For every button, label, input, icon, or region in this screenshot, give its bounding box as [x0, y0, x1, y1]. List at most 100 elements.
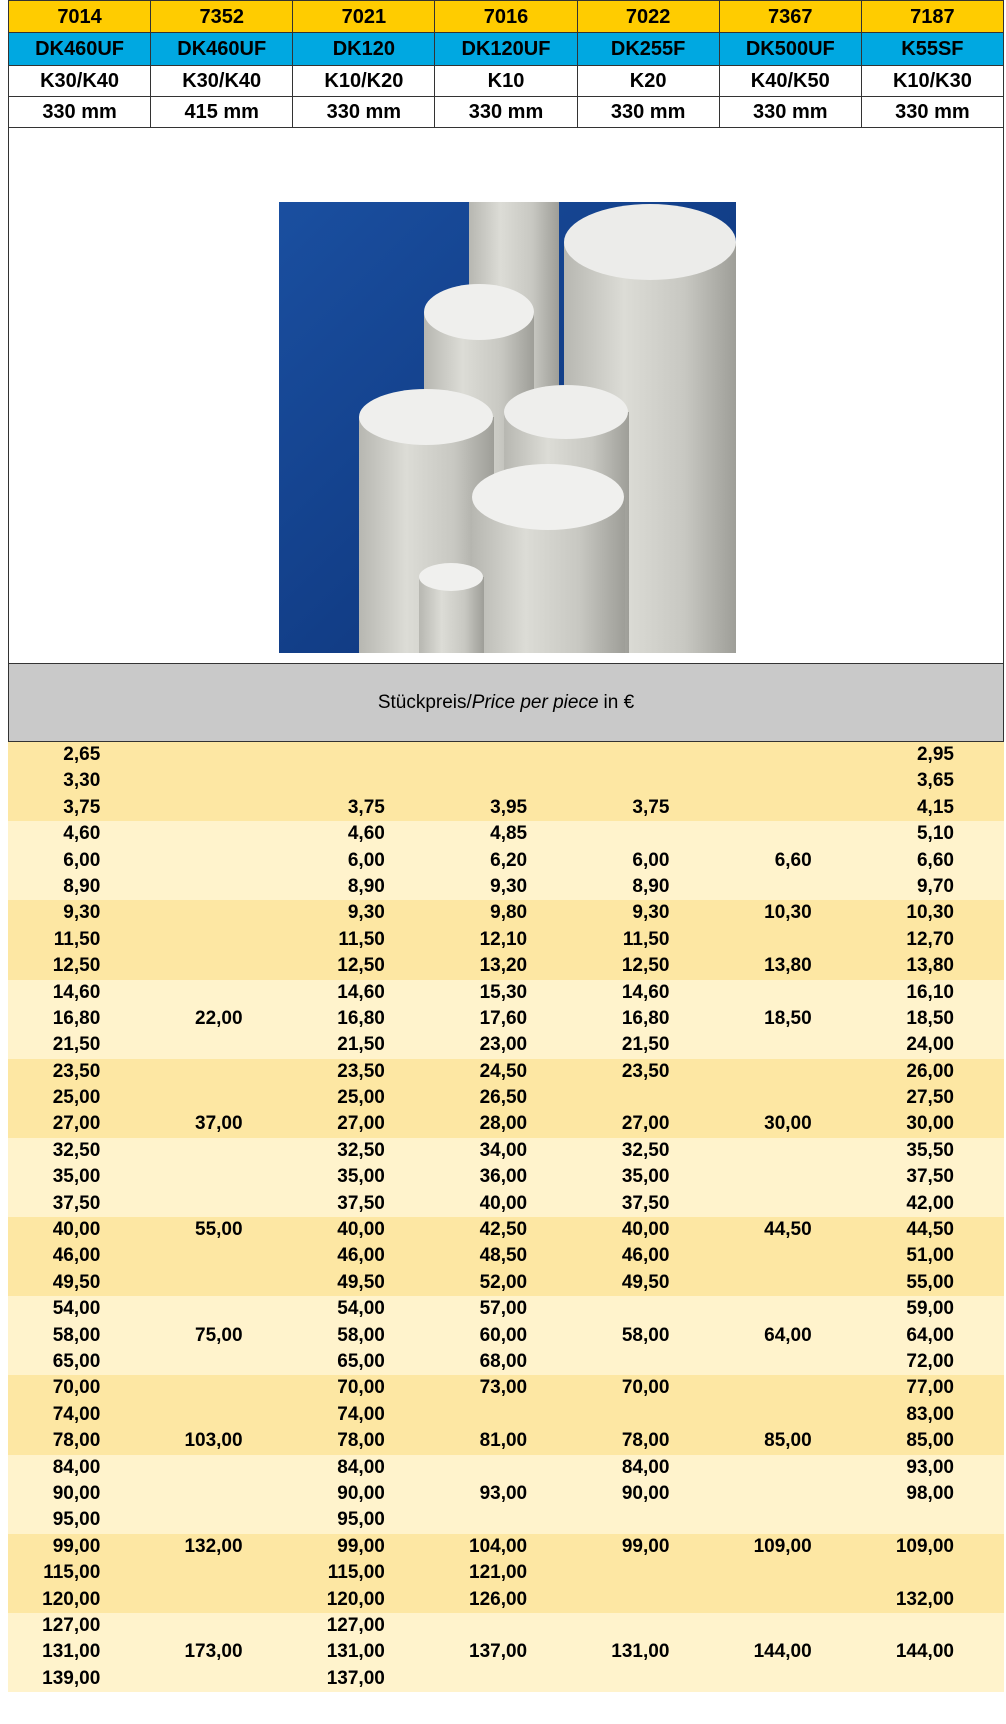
- header-row: 7014 7352 7021 7016 7022 7367 7187: [8, 0, 1004, 33]
- price-cell: 3,65: [916, 770, 954, 792]
- empty-cell: [719, 1270, 861, 1296]
- header-row: DK460UF DK460UF DK120 DK120UF DK255F DK500UF K…: [8, 33, 1004, 66]
- price-cell: 23,50: [52, 1060, 101, 1082]
- iso-grade: K30/K40: [8, 66, 152, 97]
- table-row: 23,50 23,50 24,50 23,50 26,00: [8, 1058, 1004, 1086]
- table-row: 127,00 127,00: [8, 1612, 1004, 1640]
- empty-cell: [577, 1587, 719, 1613]
- price-cell: 37,50: [906, 1166, 954, 1188]
- table-row: 3,75 3,75 3,95 3,75 4,15: [8, 794, 1004, 822]
- empty-cell: [293, 768, 435, 794]
- article-code: 7352: [151, 0, 294, 33]
- price-cell: 16,10: [906, 981, 954, 1003]
- price-cell: 11,50: [53, 928, 101, 950]
- empty-cell: [577, 1296, 719, 1322]
- empty-cell: [719, 1666, 861, 1692]
- empty-cell: [719, 795, 861, 821]
- table-row: 54,00 54,00 57,00 59,00: [8, 1296, 1004, 1323]
- table-row: 90,00 90,00 93,00 90,00 98,00: [8, 1480, 1004, 1508]
- header-row: 330 mm 415 mm 330 mm 330 mm 330 mm 330 mm 330 …: [8, 97, 1004, 128]
- price-cell: 121,00: [469, 1562, 528, 1584]
- price-cell: 6,00: [63, 849, 101, 871]
- empty-cell: [150, 1455, 292, 1481]
- empty-cell: [719, 1032, 861, 1058]
- price-cell: 70,00: [621, 1377, 670, 1399]
- table-row: 49,50 49,50 52,00 49,50 55,00: [8, 1269, 1004, 1297]
- price-cell: 27,50: [906, 1087, 954, 1109]
- price-cell: 28,00: [479, 1113, 528, 1135]
- price-cell: 11,50: [622, 928, 670, 950]
- price-cell: 55,00: [906, 1271, 954, 1293]
- price-cell: 12,70: [906, 928, 954, 950]
- empty-cell: [862, 1613, 1004, 1639]
- price-cell: 109,00: [895, 1535, 954, 1557]
- table-row: 2,65 2,95: [8, 742, 1004, 769]
- price-cell: 3,75: [632, 796, 670, 818]
- empty-cell: [150, 1296, 292, 1322]
- price-cell: 9,70: [916, 875, 954, 897]
- price-cell: 37,50: [337, 1192, 385, 1214]
- price-cell: 44,50: [906, 1219, 954, 1241]
- empty-cell: [719, 980, 861, 1006]
- empty-cell: [862, 1507, 1004, 1533]
- price-cell: 37,00: [195, 1113, 243, 1135]
- price-cell: 90,00: [337, 1482, 385, 1504]
- iso-grade: K20: [577, 66, 720, 97]
- iso-grade: K10: [435, 66, 578, 97]
- price-cell: 26,50: [479, 1087, 528, 1109]
- table-row: 46,00 46,00 48,50 46,00 51,00: [8, 1243, 1004, 1270]
- price-cell: 21,50: [337, 1034, 385, 1056]
- price-cell: 9,30: [347, 902, 385, 924]
- empty-cell: [435, 1455, 577, 1481]
- price-cell: 10,30: [764, 902, 812, 924]
- iso-grade: K10/K20: [293, 66, 436, 97]
- empty-cell: [150, 742, 292, 768]
- price-cell: 14,60: [52, 981, 101, 1003]
- price-cell: 13,80: [906, 955, 954, 977]
- price-cell: 48,50: [479, 1245, 528, 1267]
- empty-cell: [150, 1085, 292, 1111]
- price-cell: 24,00: [906, 1034, 954, 1056]
- empty-cell: [435, 1507, 577, 1533]
- iso-grade: K10/K30: [861, 66, 1004, 97]
- empty-cell: [150, 1138, 292, 1164]
- price-cell: 2,95: [916, 744, 954, 765]
- price-cell: 72,00: [906, 1350, 954, 1372]
- price-cell: 85,00: [906, 1430, 954, 1452]
- price-cell: 12,50: [621, 955, 670, 977]
- price-cell: 23,50: [621, 1060, 670, 1082]
- empty-cell: [719, 1587, 861, 1613]
- price-cell: 32,50: [621, 1139, 670, 1161]
- price-cell: 16,80: [52, 1007, 101, 1029]
- table-row: 27,00 37,00 27,00 28,00 27,00 30,00 30,00: [8, 1111, 1004, 1138]
- price-cell: 3,75: [347, 796, 385, 818]
- price-cell: 32,50: [52, 1139, 101, 1161]
- rod-length: 330 mm: [719, 97, 862, 128]
- price-cell: 42,00: [906, 1192, 954, 1214]
- article-code: 7016: [435, 0, 578, 33]
- price-cell: 35,00: [52, 1166, 101, 1188]
- price-cell: 27,00: [621, 1113, 670, 1135]
- price-cell: 14,60: [337, 981, 385, 1003]
- price-cell: 35,00: [621, 1166, 670, 1188]
- price-cell: 4,60: [63, 823, 101, 845]
- price-cell: 54,00: [337, 1298, 385, 1320]
- price-cell: 37,50: [621, 1192, 670, 1214]
- price-cell: 95,00: [52, 1509, 101, 1531]
- empty-cell: [150, 1270, 292, 1296]
- grade-name: DK460UF: [151, 33, 294, 66]
- empty-cell: [150, 1191, 292, 1217]
- empty-cell: [719, 874, 861, 900]
- price-cell: 23,50: [337, 1060, 385, 1082]
- price-cell: 40,00: [52, 1219, 101, 1241]
- table-row: 84,00 84,00 84,00 93,00: [8, 1454, 1004, 1481]
- empty-cell: [150, 1587, 292, 1613]
- empty-cell: [719, 1059, 861, 1085]
- price-label-en: Price per piece: [471, 691, 599, 713]
- empty-cell: [719, 927, 861, 953]
- price-cell: 93,00: [479, 1482, 528, 1504]
- empty-cell: [293, 742, 435, 768]
- empty-cell: [577, 1560, 719, 1586]
- empty-cell: [150, 821, 292, 847]
- empty-cell: [150, 874, 292, 900]
